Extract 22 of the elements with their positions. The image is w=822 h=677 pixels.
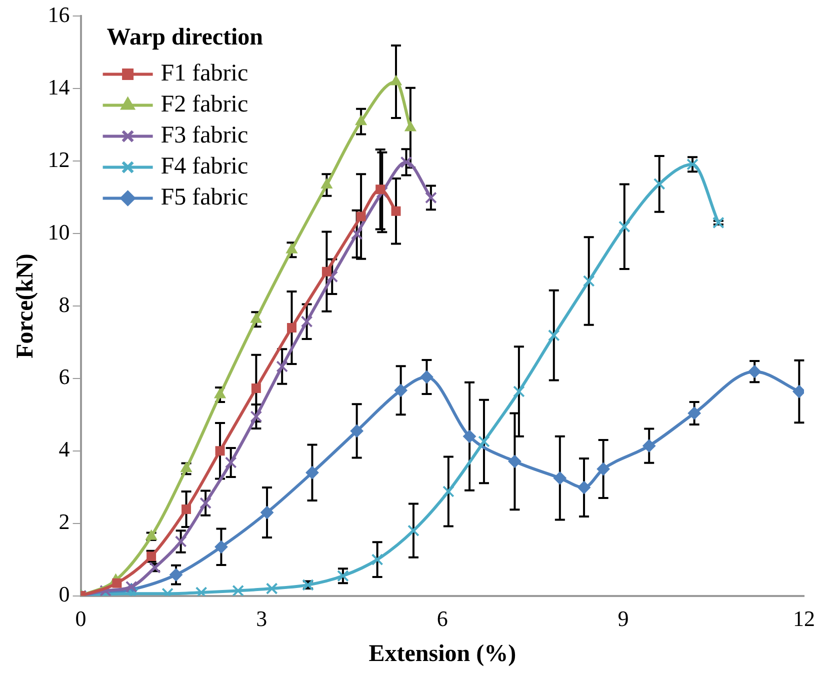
legend-label: F2 fabric: [160, 91, 248, 118]
y-axis-title: Force(kN): [12, 254, 39, 358]
y-tick-label: 16: [48, 2, 70, 27]
x-tick-label: 6: [436, 606, 448, 631]
y-tick-label: 4: [58, 436, 70, 462]
x-tick-label: 3: [256, 606, 268, 631]
y-tick-label: 10: [48, 219, 70, 244]
x-axis-title: Extension (%): [368, 640, 516, 667]
legend-label: F4 fabric: [160, 153, 248, 180]
y-tick-label: 12: [48, 146, 70, 172]
y-tick-label: 8: [58, 292, 70, 317]
x-tick-label: 12: [793, 606, 815, 631]
legend-label: F3 fabric: [160, 122, 248, 148]
y-tick-label: 14: [48, 74, 70, 100]
legend-title: Warp direction: [106, 24, 264, 50]
y-tick-label: 6: [58, 364, 70, 390]
x-tick-label: 0: [75, 606, 86, 631]
legend-label: F5 fabric: [160, 184, 248, 210]
legend-label: F1 fabric: [160, 60, 248, 86]
y-tick-label: 0: [58, 582, 70, 607]
x-tick-label: 9: [618, 606, 629, 631]
y-tick-label: 2: [58, 509, 70, 534]
